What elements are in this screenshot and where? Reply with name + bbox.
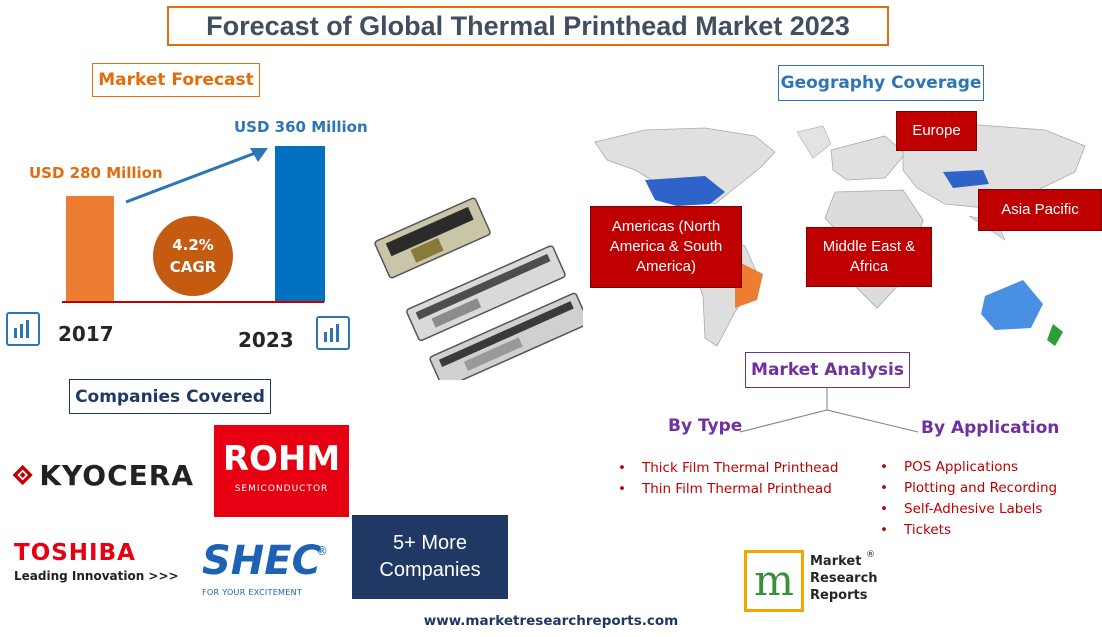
brand-line1: Market	[810, 554, 862, 569]
region-mea-line2: Africa	[849, 258, 889, 275]
by-application-list: POS Applications Plotting and Recording …	[876, 457, 1057, 541]
chart-baseline	[62, 301, 324, 303]
printhead-product-image	[374, 197, 583, 380]
list-item: Thin Film Thermal Printhead	[614, 479, 838, 500]
brand-m-icon: m	[744, 550, 804, 612]
by-type-list: Thick Film Thermal Printhead Thin Film T…	[614, 458, 838, 500]
year-2017: 2017	[58, 322, 114, 346]
toshiba-wordmark: TOSHIBA	[14, 540, 136, 566]
region-americas-line3: America)	[635, 258, 696, 275]
rohm-logo: ROHM SEMICONDUCTOR	[214, 425, 349, 517]
list-item: Plotting and Recording	[876, 478, 1057, 499]
analysis-connector-lines	[740, 388, 919, 433]
value-2017-label: USD 280 Million	[29, 164, 163, 182]
region-mea-line1: Middle East &	[822, 238, 916, 255]
list-item: Tickets	[876, 520, 1057, 541]
by-type-heading: By Type	[668, 416, 743, 436]
list-item: POS Applications	[876, 457, 1057, 478]
bar-2017	[66, 196, 114, 302]
region-americas: Americas (North America & South America)	[590, 206, 742, 288]
kyocera-symbol-icon	[12, 464, 33, 486]
cagr-label: CAGR	[169, 258, 217, 276]
page-title: Forecast of Global Thermal Printhead Mar…	[167, 6, 889, 46]
footer-url[interactable]: www.marketresearchreports.com	[423, 613, 679, 629]
geography-heading: Geography Coverage	[778, 65, 984, 101]
region-asia-pacific: Asia Pacific	[978, 189, 1102, 231]
cagr-value: 4.2%	[172, 236, 214, 254]
region-americas-line2: America & South	[609, 238, 723, 255]
kyocera-logo: KYOCERA	[12, 455, 194, 495]
toshiba-tagline: Leading Innovation >>>	[14, 569, 179, 583]
rohm-wordmark: ROHM	[222, 439, 341, 479]
value-2023-label: USD 360 Million	[234, 118, 368, 136]
region-americas-line1: Americas (North	[611, 218, 721, 235]
growth-arrow-icon	[125, 148, 268, 204]
more-companies-line2: Companies	[379, 559, 481, 581]
brand-line3: Reports	[810, 588, 868, 603]
market-forecast-heading: Market Forecast	[92, 63, 260, 97]
companies-heading: Companies Covered	[69, 379, 271, 414]
list-item: Self-Adhesive Labels	[876, 499, 1057, 520]
by-application-heading: By Application	[921, 418, 1060, 438]
shec-tagline: FOR YOUR EXCITEMENT	[202, 588, 303, 597]
registered-mark-icon: ®	[316, 544, 328, 558]
brand-name: Market Research Reports	[810, 553, 878, 604]
registered-mark-icon: ®	[866, 550, 875, 560]
year-2023: 2023	[238, 328, 294, 352]
region-europe: Europe	[896, 111, 977, 151]
shec-logo: SHEC ® FOR YOUR EXCITEMENT	[198, 538, 334, 604]
bar-chart-icon	[6, 312, 40, 346]
brand-line2: Research	[810, 571, 878, 586]
list-item: Thick Film Thermal Printhead	[614, 458, 838, 479]
more-companies-box: 5+ More Companies	[352, 515, 508, 599]
shec-wordmark: SHEC	[202, 538, 321, 584]
rohm-subtitle: SEMICONDUCTOR	[234, 484, 329, 494]
more-companies-line1: 5+ More	[393, 532, 467, 554]
bar-2023	[275, 146, 325, 302]
region-middle-east-africa: Middle East & Africa	[806, 227, 932, 287]
cagr-badge: 4.2% CAGR	[153, 216, 233, 296]
kyocera-wordmark: KYOCERA	[39, 458, 194, 492]
bar-chart-icon	[316, 316, 350, 350]
market-analysis-heading: Market Analysis	[745, 352, 910, 388]
